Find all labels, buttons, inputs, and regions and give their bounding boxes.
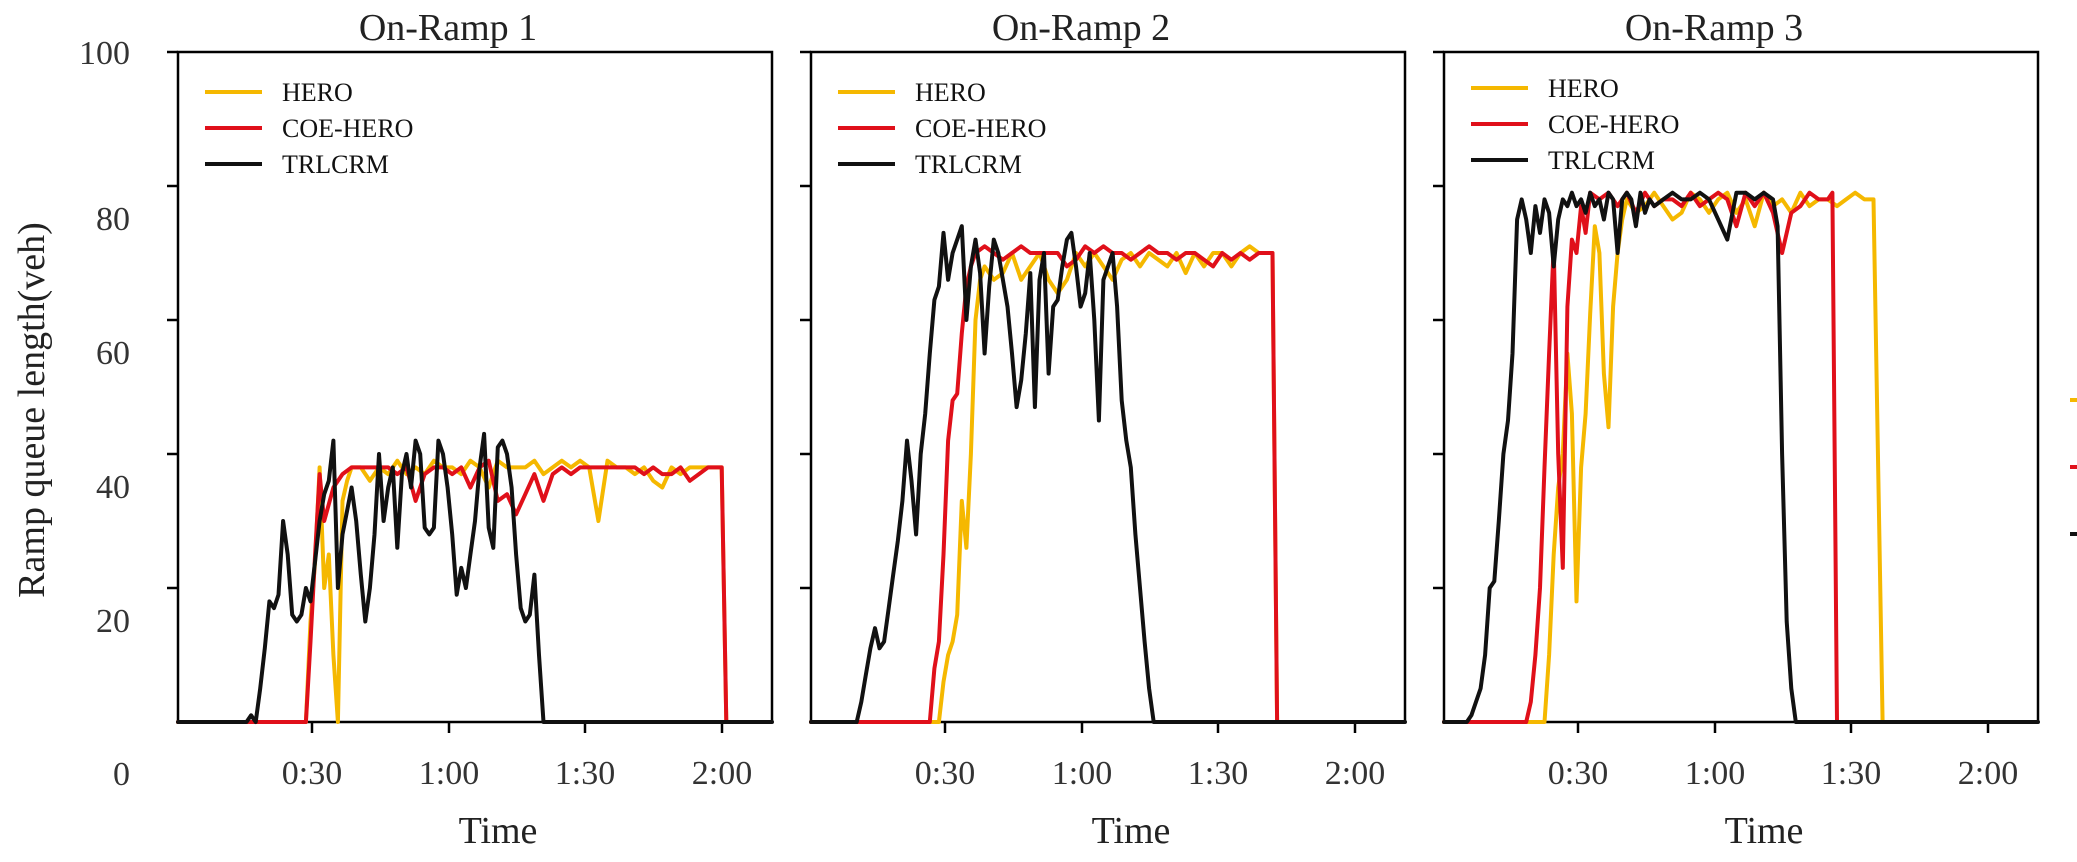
panel-3-x-tick-labels: 0:30 1:00 1:30 2:00 — [1548, 755, 2018, 792]
panel-1-xtick-label-100: 1:00 — [419, 755, 479, 792]
panel-2-x-axis-title: Time — [1092, 810, 1171, 852]
y-axis-title: Ramp queue length(veh) — [11, 222, 53, 598]
panel-3-ticks — [1433, 50, 1990, 733]
panel-title-3: On-Ramp 3 — [1625, 7, 1803, 49]
cropped-legend-marks — [2070, 398, 2077, 536]
panel-2-legend-label-coe-hero: COE-HERO — [915, 114, 1046, 143]
panel-2-legend: HERO COE-HERO TRLCRM — [838, 78, 1046, 179]
panel-1-x-tick-labels: 0:30 1:00 1:30 2:00 — [282, 755, 752, 792]
panel-2-legend-label-hero: HERO — [915, 78, 986, 107]
panel-1-frame — [176, 50, 774, 724]
panel-on-ramp-1: On-Ramp 1 0:30 1:00 1:30 2:00 Time HERO … — [167, 7, 774, 852]
panel-3-x-axis-title: Time — [1725, 810, 1804, 852]
y-tick-label-80: 80 — [96, 201, 130, 238]
panel-3-legend-label-coe-hero: COE-HERO — [1548, 110, 1679, 139]
panel-title-1: On-Ramp 1 — [359, 7, 537, 49]
panel-1-xtick-label-200: 2:00 — [692, 755, 752, 792]
panel-1-series-trlcrm — [176, 431, 774, 724]
panel-1-x-axis-title: Time — [459, 810, 538, 852]
panel-3-xtick-label-030: 0:30 — [1548, 755, 1608, 792]
panel-2-xtick-label-130: 1:30 — [1188, 755, 1248, 792]
panel-3-xtick-label-130: 1:30 — [1821, 755, 1881, 792]
panel-2-series-coe-hero — [809, 244, 1280, 724]
panel-1-series-coe-hero — [176, 458, 729, 724]
panel-2-xtick-label-030: 0:30 — [915, 755, 975, 792]
panel-3-legend-label-trlcrm: TRLCRM — [1548, 146, 1655, 175]
panel-2-series-trlcrm — [809, 224, 1407, 724]
panel-1-legend: HERO COE-HERO TRLCRM — [205, 78, 413, 179]
panel-1-legend-label-coe-hero: COE-HERO — [282, 114, 413, 143]
panel-3-frame — [1442, 50, 2040, 724]
panel-2-plot-area — [809, 224, 1407, 724]
panel-2-xtick-label-100: 1:00 — [1052, 755, 1112, 792]
panel-1-xtick-label-030: 0:30 — [282, 755, 342, 792]
panel-1-plot-area — [176, 431, 774, 724]
y-tick-label-40: 40 — [96, 469, 130, 506]
y-tick-labels: 0 20 40 60 80 100 — [79, 35, 130, 793]
panel-2-frame — [809, 50, 1407, 724]
panel-1-legend-label-hero: HERO — [282, 78, 353, 107]
panel-2-series-hero — [809, 244, 1280, 724]
panel-3-series-hero — [1442, 190, 1885, 724]
panel-on-ramp-3: On-Ramp 3 0:30 1:00 1:30 2:00 Time HERO … — [1433, 7, 2040, 852]
panel-3-legend: HERO COE-HERO TRLCRM — [1471, 74, 1679, 175]
panel-3-xtick-label-200: 2:00 — [1958, 755, 2018, 792]
panel-2-x-tick-labels: 0:30 1:00 1:30 2:00 — [915, 755, 1385, 792]
panel-2-legend-label-trlcrm: TRLCRM — [915, 150, 1022, 179]
y-tick-label-20: 20 — [96, 603, 130, 640]
panel-3-legend-label-hero: HERO — [1548, 74, 1619, 103]
panel-1-xtick-label-130: 1:30 — [555, 755, 615, 792]
panel-2-ticks — [800, 50, 1357, 733]
panel-1-ticks — [167, 50, 724, 733]
panel-on-ramp-2: On-Ramp 2 0:30 1:00 1:30 2:00 Time HERO … — [800, 7, 1407, 852]
y-tick-label-0: 0 — [113, 756, 130, 793]
panel-2-xtick-label-200: 2:00 — [1325, 755, 1385, 792]
panel-3-xtick-label-100: 1:00 — [1685, 755, 1745, 792]
y-tick-label-100: 100 — [79, 35, 130, 72]
panel-3-series-trlcrm — [1442, 190, 2040, 724]
panel-1-legend-label-trlcrm: TRLCRM — [282, 150, 389, 179]
panel-3-plot-area — [1442, 190, 2040, 724]
panel-title-2: On-Ramp 2 — [992, 7, 1170, 49]
y-tick-label-60: 60 — [96, 335, 130, 372]
